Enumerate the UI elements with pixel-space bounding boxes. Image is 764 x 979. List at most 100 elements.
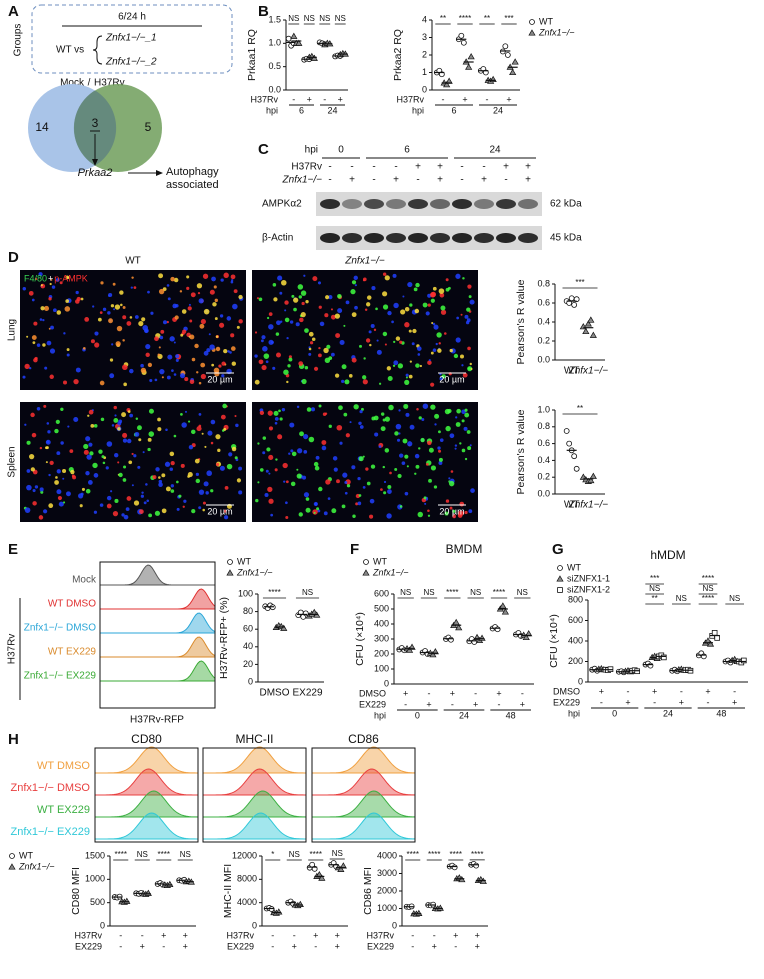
condition-value: + [140,941,145,951]
cell [170,489,175,493]
cell [56,451,61,456]
significance: **** [158,850,170,859]
condition-label: H37Rv [74,930,102,940]
cell [39,318,43,321]
venn-overlap [73,90,117,166]
histogram [94,812,199,840]
significance: NS [319,14,330,23]
point [714,635,720,641]
cell [84,317,90,322]
y-tick-label: 0 [248,676,253,686]
cell [38,515,44,520]
label: - [394,162,397,173]
cell [258,297,263,302]
cell [323,347,329,354]
cell [149,378,153,383]
cell [106,441,113,447]
cell [382,465,386,469]
cell [316,507,320,511]
cell [369,343,372,347]
cell [449,433,455,439]
cell [97,317,102,322]
cell [213,285,217,289]
cell [454,444,458,447]
cell [34,485,39,489]
condition-value: - [521,688,524,698]
cell [285,480,289,484]
point [458,32,465,39]
point [571,301,578,308]
cell [135,417,139,420]
y-tick-label: 4 [422,14,427,24]
cell [308,352,312,356]
point [571,453,578,460]
cell [111,343,114,346]
cell [85,471,90,476]
cell [24,507,31,513]
cell [382,304,389,310]
cell [98,449,103,454]
cell [69,449,74,454]
label: 20 µm [439,374,464,384]
cell [441,374,446,379]
label: 3 [92,116,99,130]
point [362,569,370,576]
cell [268,324,274,330]
point [509,68,517,76]
cell [388,404,394,411]
cell [293,297,299,303]
label: Znfx1−/− [344,256,385,267]
cell [427,514,431,517]
y-tick-label: 4000 [237,897,257,907]
condition-value: - [411,941,414,951]
condition-value: - [119,941,122,951]
label: + [415,162,421,173]
cell [343,412,348,417]
condition-value: + [307,94,312,104]
label: Groups [13,24,24,57]
cell [341,364,347,370]
cell [384,343,387,346]
cell [230,346,236,351]
significance: NS [137,850,148,859]
cell [254,354,258,358]
cell [45,446,49,450]
legend-label: Znfx1−/− [372,567,409,577]
condition-value: - [474,688,477,698]
cell [427,303,431,307]
cell [456,408,461,414]
cell [218,364,222,368]
cell [348,374,353,378]
cell [122,478,127,482]
condition-label: hpi [266,105,278,115]
label: - [328,175,331,186]
cell [142,325,149,331]
significance: **** [115,850,127,859]
cell [358,494,362,497]
cell [405,376,408,379]
band [518,233,538,243]
cell [133,286,137,290]
cell [235,423,239,428]
cell [131,452,134,456]
cell [455,416,458,419]
condition-label: H37Rv [396,94,424,104]
band [430,199,450,209]
cell [202,501,206,505]
condition-label: hpi [568,708,580,718]
y-tick-label: 0.5 [268,61,281,71]
cell [299,431,304,437]
cell [174,315,179,320]
cell [179,373,186,379]
cell [165,428,168,432]
cell [277,275,283,281]
cell [274,417,279,421]
cell [195,472,199,477]
cell [58,501,64,507]
condition-value: 0 [612,708,617,718]
condition-label: hpi [412,105,424,115]
cell [200,362,206,368]
condition-label: EX229 [553,697,580,707]
legend-label: siZNFX1-1 [567,573,610,583]
cell [449,348,453,353]
